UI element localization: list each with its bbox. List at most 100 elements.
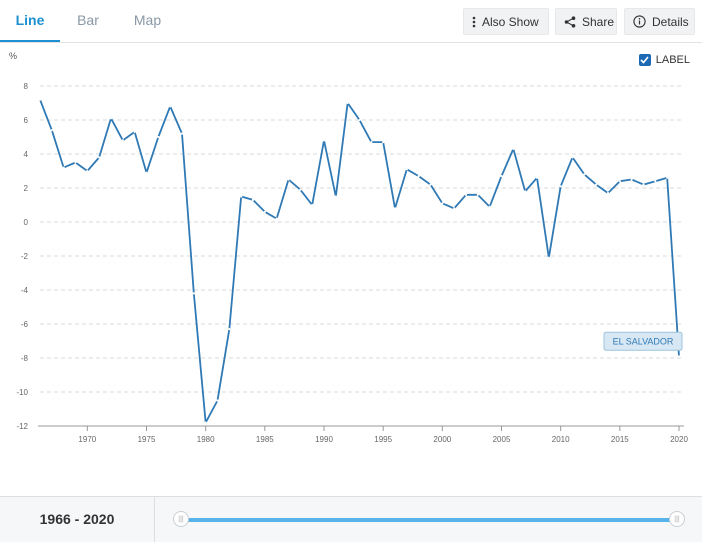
data-point[interactable] <box>441 202 444 205</box>
data-point[interactable] <box>240 195 243 198</box>
data-point[interactable] <box>666 176 669 179</box>
data-point[interactable] <box>382 141 385 144</box>
series-label-box <box>603 331 683 351</box>
data-point[interactable] <box>500 175 503 178</box>
data-point[interactable] <box>62 166 65 169</box>
x-tick-label: 1995 <box>374 435 392 444</box>
details-button[interactable]: Details <box>624 8 695 35</box>
also-show-button[interactable]: Also Show <box>463 8 549 35</box>
data-point[interactable] <box>145 171 148 174</box>
data-point[interactable] <box>263 210 266 213</box>
data-point[interactable] <box>547 256 550 259</box>
data-point[interactable] <box>334 195 337 198</box>
data-point[interactable] <box>216 399 219 402</box>
data-point[interactable] <box>464 193 468 196</box>
tab-map[interactable]: Map <box>133 12 162 28</box>
data-point[interactable] <box>109 117 113 120</box>
data-point[interactable] <box>275 217 278 220</box>
data-point[interactable] <box>38 98 42 101</box>
time-range-footer: 1966 - 2020 ||| ||| <box>0 496 702 542</box>
x-tick-label: 2015 <box>611 435 629 444</box>
x-tick-label: 1985 <box>256 435 274 444</box>
data-point[interactable] <box>606 192 610 195</box>
data-point[interactable] <box>535 176 539 179</box>
more-vertical-icon <box>472 16 476 28</box>
data-point[interactable] <box>86 169 89 173</box>
label-toggle[interactable]: LABEL <box>638 54 690 66</box>
year-range-slider[interactable] <box>181 518 677 522</box>
data-point[interactable] <box>524 190 527 193</box>
data-point[interactable] <box>346 101 349 105</box>
data-point[interactable] <box>287 178 290 181</box>
also-show-label: Also Show <box>482 14 539 29</box>
data-point[interactable] <box>654 180 657 183</box>
data-point[interactable] <box>50 129 53 132</box>
data-point[interactable] <box>311 203 314 207</box>
x-tick-label: 1980 <box>197 435 215 444</box>
y-axis-unit-label: % <box>9 51 17 61</box>
data-point[interactable] <box>512 147 515 150</box>
share-icon <box>564 15 576 28</box>
y-tick-label: 0 <box>24 218 29 227</box>
data-point[interactable] <box>192 292 195 295</box>
data-point[interactable] <box>595 183 598 186</box>
data-point[interactable] <box>204 421 207 424</box>
data-point[interactable] <box>180 132 184 135</box>
year-range-label: 1966 - 2020 <box>0 497 155 542</box>
data-point[interactable] <box>299 188 302 191</box>
x-tick-label: 1975 <box>138 435 156 444</box>
data-point[interactable] <box>133 130 136 133</box>
tab-bar[interactable]: Bar <box>77 12 99 28</box>
slider-end-handle[interactable]: ||| <box>669 511 685 527</box>
data-point[interactable] <box>228 328 231 331</box>
x-tick-label: 2005 <box>493 435 511 444</box>
data-point[interactable] <box>169 105 172 108</box>
x-tick-label: 2020 <box>670 435 688 444</box>
series-label-text: EL SALVADOR <box>613 336 674 346</box>
data-point[interactable] <box>322 139 326 142</box>
data-point[interactable] <box>157 135 160 139</box>
data-point[interactable] <box>677 355 681 358</box>
y-tick-label: 2 <box>24 184 29 193</box>
data-point[interactable] <box>630 178 633 181</box>
data-point[interactable] <box>571 156 574 159</box>
data-point[interactable] <box>583 173 586 176</box>
x-tick-label: 2000 <box>433 435 451 444</box>
data-point[interactable] <box>642 183 645 186</box>
y-tick-label: -12 <box>16 422 28 431</box>
y-tick-label: 8 <box>24 82 29 91</box>
series-line <box>39 99 680 424</box>
y-tick-label: -4 <box>21 286 29 295</box>
y-tick-label: 4 <box>24 150 29 159</box>
data-point[interactable] <box>358 118 361 122</box>
data-point[interactable] <box>405 168 408 171</box>
y-tick-label: -8 <box>21 354 29 363</box>
data-point[interactable] <box>476 193 479 196</box>
y-tick-label: -10 <box>16 388 28 397</box>
data-point[interactable] <box>393 207 397 210</box>
slider-start-handle[interactable]: ||| <box>173 511 189 527</box>
y-tick-label: -6 <box>21 320 29 329</box>
data-point[interactable] <box>429 183 432 186</box>
data-point[interactable] <box>74 161 77 164</box>
data-point[interactable] <box>417 175 420 178</box>
checkbox-checked-icon[interactable] <box>638 54 651 66</box>
data-point[interactable] <box>370 141 373 144</box>
data-point[interactable] <box>98 156 101 159</box>
label-toggle-text: LABEL <box>655 54 690 66</box>
x-tick-label: 1990 <box>315 435 333 444</box>
data-point[interactable] <box>618 180 621 183</box>
data-point[interactable] <box>251 198 255 201</box>
data-point[interactable] <box>559 185 562 188</box>
y-tick-label: 6 <box>24 116 29 125</box>
tab-line[interactable]: Line <box>0 0 60 42</box>
data-point[interactable] <box>453 207 456 210</box>
data-point[interactable] <box>488 205 491 208</box>
series-label: EL SALVADOR <box>603 331 683 351</box>
chart: % -12 -10 -8 -6 -4 -2 0 2 4 6 8 1970 1975 1980 1985 1990… <box>0 43 702 495</box>
share-button[interactable]: Share <box>555 8 617 35</box>
x-tick-label: 1970 <box>78 435 96 444</box>
data-point[interactable] <box>121 139 124 142</box>
top-bar: Line Bar Map Also Show Share Details <box>0 0 702 43</box>
share-label: Share <box>582 14 615 29</box>
